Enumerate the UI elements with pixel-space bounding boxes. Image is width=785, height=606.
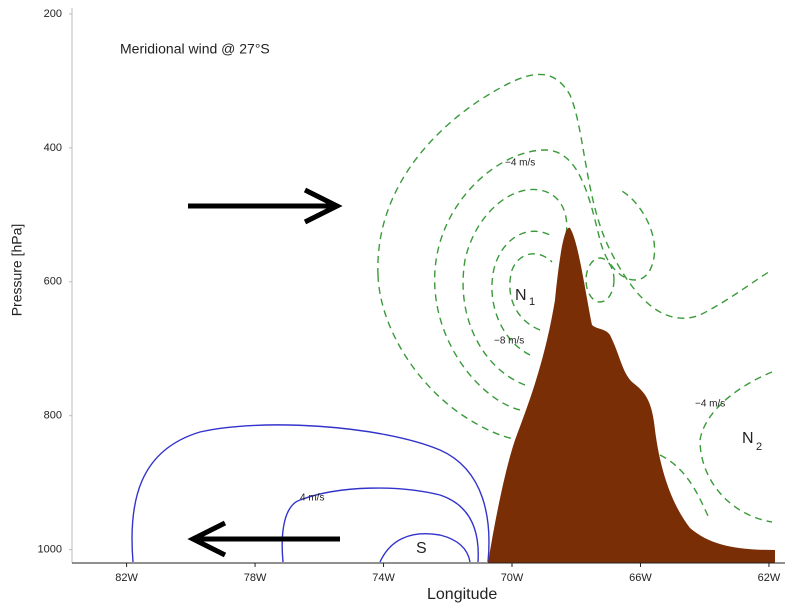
contour xyxy=(378,275,520,440)
y-tick-label: 1000 xyxy=(38,544,62,556)
chart: Meridional wind @ 27°S Longitude Pressur… xyxy=(0,0,785,606)
annotation: N xyxy=(742,430,754,447)
contour xyxy=(586,258,614,302)
annotation-sub: 2 xyxy=(756,441,762,453)
chart-title: Meridional wind @ 27°S xyxy=(120,41,270,57)
y-tick-label: 200 xyxy=(44,8,62,20)
annotation: 4 m/s xyxy=(300,493,324,504)
x-tick-label: 78W xyxy=(244,572,267,584)
y-tick-label: 800 xyxy=(44,410,62,422)
x-tick-label: 70W xyxy=(501,572,524,584)
x-tick-label: 62W xyxy=(758,572,781,584)
annotation: S xyxy=(416,540,427,557)
y-tick-label: 400 xyxy=(44,142,62,154)
y-axis-label: Pressure [hPa] xyxy=(9,224,25,317)
terrain xyxy=(488,228,775,563)
annotation: −4 m/s xyxy=(695,399,725,410)
annotation-sub: 1 xyxy=(529,296,535,308)
x-axis-label: Longitude xyxy=(427,586,497,603)
annotation: −8 m/s xyxy=(494,336,524,347)
x-tick-label: 82W xyxy=(115,572,138,584)
x-tick-label: 74W xyxy=(372,572,395,584)
annotation: −4 m/s xyxy=(505,158,535,169)
y-tick-label: 600 xyxy=(44,276,62,288)
annotation: N xyxy=(515,287,527,304)
x-tick-label: 66W xyxy=(629,572,652,584)
